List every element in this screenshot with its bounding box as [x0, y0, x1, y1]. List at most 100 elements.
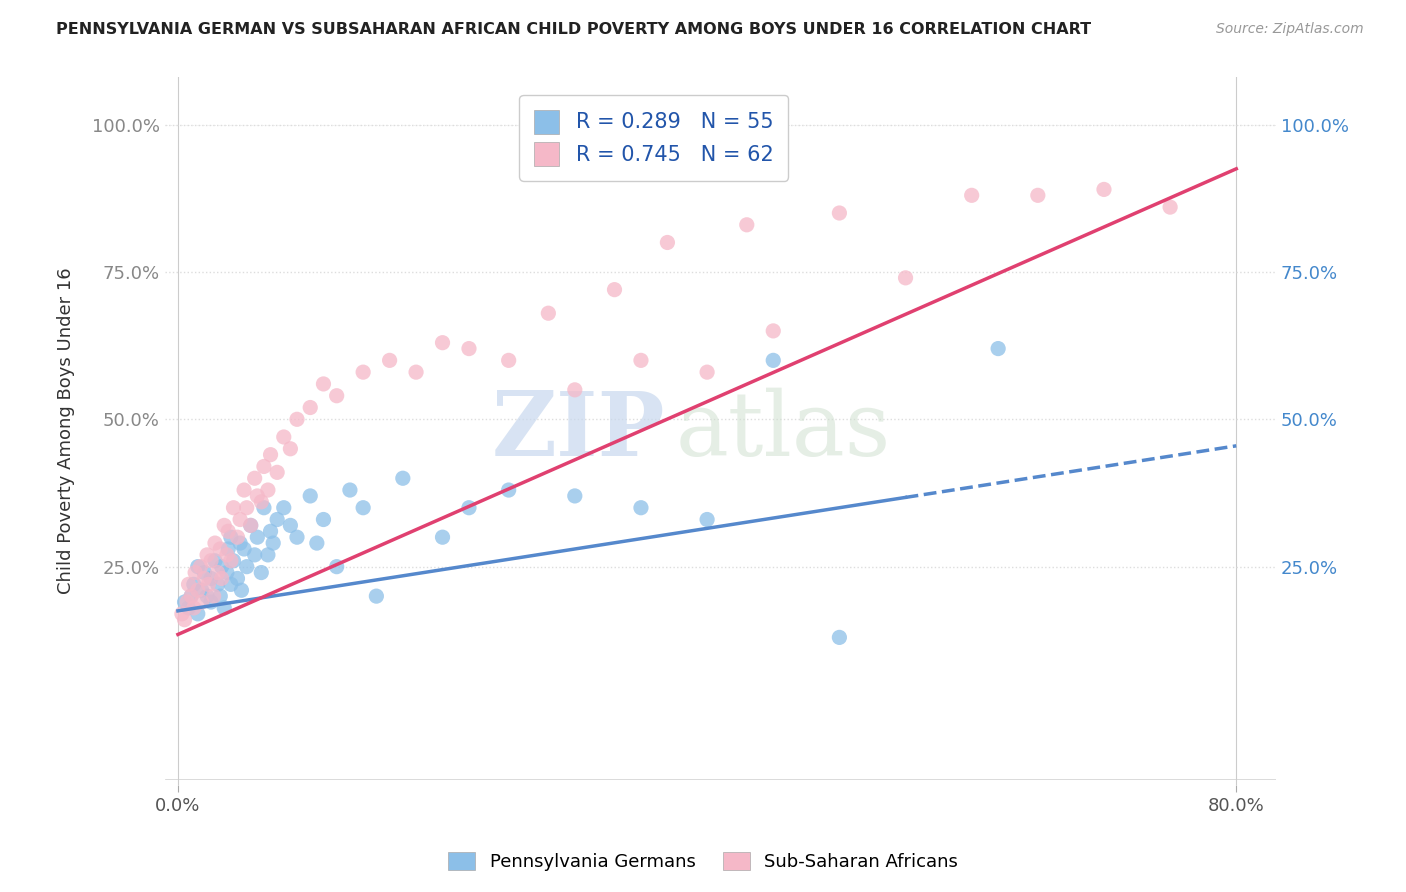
Point: [325, 389, 347, 403]
Point: [219, 577, 242, 591]
Point: [235, 500, 257, 515]
Point: [432, 530, 454, 544]
Point: [762, 353, 785, 368]
Point: [229, 512, 252, 526]
Point: [239, 518, 262, 533]
Point: [299, 401, 322, 415]
Point: [219, 554, 242, 568]
Point: [211, 559, 233, 574]
Point: [200, 571, 222, 585]
Point: [190, 559, 212, 574]
Point: [273, 500, 295, 515]
Point: [696, 512, 718, 526]
Point: [231, 583, 253, 598]
Point: [173, 613, 195, 627]
Point: [285, 530, 308, 544]
Point: [187, 559, 209, 574]
Text: Source: ZipAtlas.com: Source: ZipAtlas.com: [1216, 22, 1364, 37]
Point: [1159, 200, 1181, 214]
Point: [170, 607, 193, 621]
Point: [280, 518, 302, 533]
Point: [180, 589, 202, 603]
Point: [312, 376, 335, 391]
Point: [762, 324, 785, 338]
Point: [193, 571, 215, 585]
Point: [190, 583, 212, 598]
Point: [299, 489, 322, 503]
Legend: R = 0.289   N = 55, R = 0.745   N = 62: R = 0.289 N = 55, R = 0.745 N = 62: [519, 95, 787, 180]
Point: [215, 566, 238, 580]
Point: [325, 559, 347, 574]
Point: [212, 518, 235, 533]
Point: [378, 353, 401, 368]
Point: [564, 489, 586, 503]
Point: [202, 589, 225, 603]
Point: [200, 595, 222, 609]
Point: [262, 536, 284, 550]
Point: [222, 500, 245, 515]
Point: [177, 601, 200, 615]
Point: [215, 548, 238, 562]
Point: [257, 483, 280, 497]
Point: [312, 512, 335, 526]
Point: [259, 524, 281, 539]
Point: [187, 607, 209, 621]
Point: [987, 342, 1010, 356]
Point: [657, 235, 679, 250]
Point: [183, 577, 205, 591]
Point: [253, 500, 276, 515]
Point: [246, 489, 269, 503]
Point: [498, 483, 520, 497]
Point: [894, 270, 917, 285]
Text: ZIP: ZIP: [491, 388, 665, 475]
Point: [183, 601, 205, 615]
Point: [243, 548, 266, 562]
Point: [564, 383, 586, 397]
Point: [200, 554, 222, 568]
Point: [392, 471, 415, 485]
Point: [207, 566, 229, 580]
Point: [211, 571, 233, 585]
Point: [180, 589, 202, 603]
Point: [366, 589, 388, 603]
Point: [219, 530, 242, 544]
Point: [176, 595, 198, 609]
Point: [209, 541, 232, 556]
Point: [273, 430, 295, 444]
Point: [184, 566, 207, 580]
Point: [190, 595, 212, 609]
Point: [204, 554, 226, 568]
Point: [828, 631, 851, 645]
Point: [253, 459, 276, 474]
Point: [250, 566, 273, 580]
Point: [537, 306, 560, 320]
Point: [266, 512, 288, 526]
Point: [630, 500, 652, 515]
Point: [226, 571, 249, 585]
Point: [280, 442, 302, 456]
Point: [187, 583, 209, 598]
Point: [195, 589, 218, 603]
Point: [177, 577, 200, 591]
Point: [226, 530, 249, 544]
Point: [222, 554, 245, 568]
Point: [1026, 188, 1049, 202]
Point: [217, 524, 239, 539]
Point: [339, 483, 361, 497]
Point: [195, 548, 218, 562]
Text: atlas: atlas: [676, 387, 891, 475]
Point: [217, 541, 239, 556]
Point: [498, 353, 520, 368]
Point: [207, 577, 229, 591]
Point: [735, 218, 758, 232]
Point: [193, 566, 215, 580]
Point: [246, 530, 269, 544]
Point: [173, 595, 195, 609]
Point: [229, 536, 252, 550]
Point: [285, 412, 308, 426]
Point: [197, 577, 219, 591]
Point: [458, 500, 481, 515]
Point: [209, 589, 232, 603]
Point: [243, 471, 266, 485]
Point: [1092, 182, 1115, 196]
